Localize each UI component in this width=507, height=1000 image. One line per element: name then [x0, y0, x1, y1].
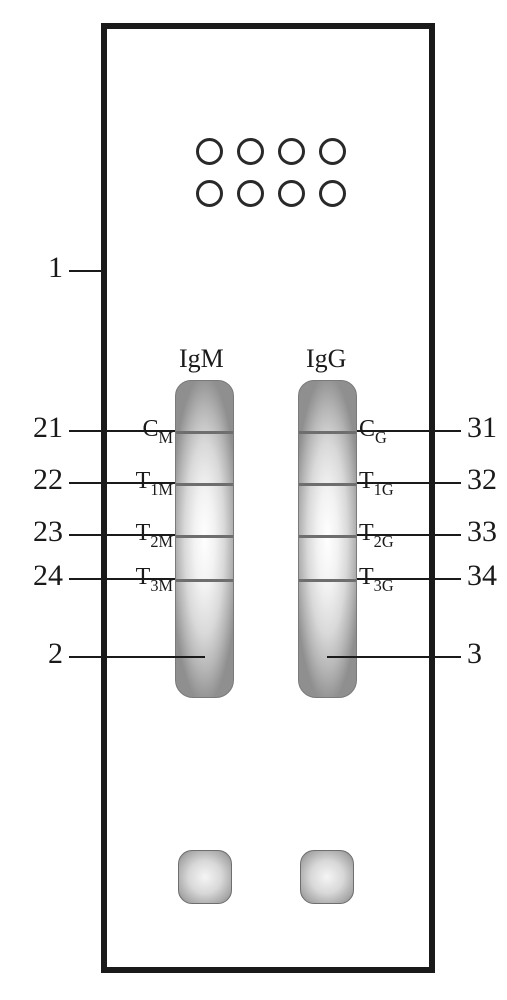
band-line — [176, 483, 233, 486]
callout-number: 3 — [467, 637, 482, 671]
band-label: T1M — [136, 468, 173, 499]
sample-pad-right — [300, 850, 354, 904]
strip-header-igg: IgG — [306, 344, 346, 374]
dot-icon — [196, 180, 223, 207]
band-line — [299, 579, 356, 582]
callout-number: 2 — [48, 637, 63, 671]
callout-number: 1 — [48, 251, 63, 285]
dot-icon — [278, 138, 305, 165]
callout-number: 31 — [467, 411, 497, 445]
band-label: T1G — [359, 468, 394, 499]
dot-icon — [319, 138, 346, 165]
band-line — [176, 535, 233, 538]
sample-pad-left — [178, 850, 232, 904]
band-line — [299, 535, 356, 538]
band-line — [176, 579, 233, 582]
callout-number: 34 — [467, 559, 497, 593]
band-label: CG — [359, 416, 387, 447]
callout-number: 33 — [467, 515, 497, 549]
band-line — [176, 431, 233, 434]
strip-header-igm: IgM — [179, 344, 224, 374]
callout-number: 22 — [33, 463, 63, 497]
band-label: T3M — [136, 564, 173, 595]
callout-number: 32 — [467, 463, 497, 497]
strip-igm — [175, 380, 234, 698]
band-label: T2M — [136, 520, 173, 551]
dot-icon — [319, 180, 346, 207]
dot-icon — [196, 138, 223, 165]
band-label: T2G — [359, 520, 394, 551]
strip-igg — [298, 380, 357, 698]
callout-number: 21 — [33, 411, 63, 445]
band-line — [299, 483, 356, 486]
band-label: T3G — [359, 564, 394, 595]
leader-line — [69, 270, 107, 272]
dot-icon — [237, 138, 264, 165]
callout-number: 24 — [33, 559, 63, 593]
band-label: CM — [142, 416, 173, 447]
leader-line — [327, 656, 461, 658]
band-line — [299, 431, 356, 434]
dot-icon — [278, 180, 305, 207]
callout-number: 23 — [33, 515, 63, 549]
dot-icon — [237, 180, 264, 207]
leader-line — [69, 656, 205, 658]
